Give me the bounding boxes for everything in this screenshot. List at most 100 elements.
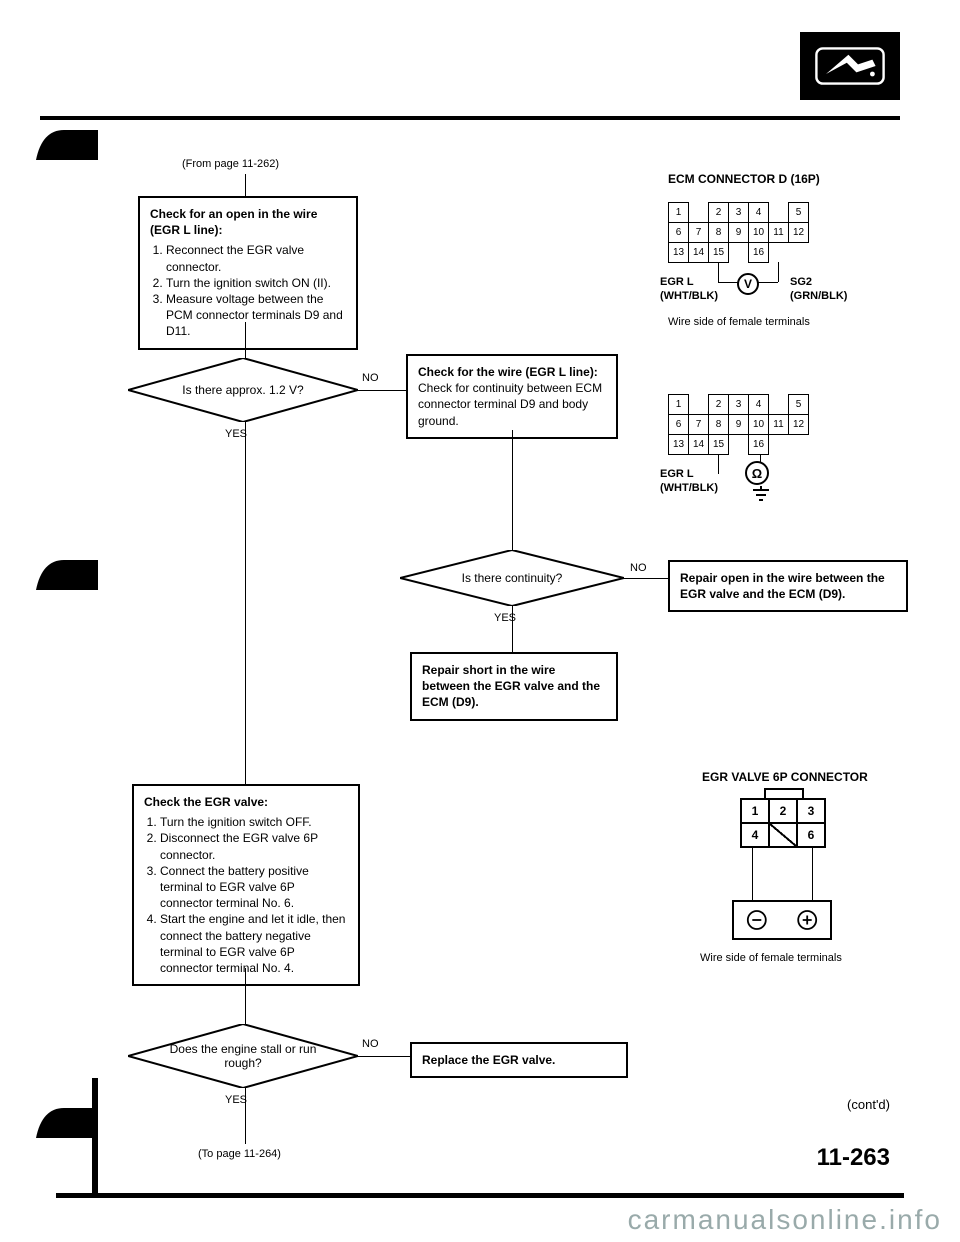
egr-6p-title: EGR VALVE 6P CONNECTOR	[702, 770, 868, 784]
step-item: Turn the ignition switch ON (II).	[166, 275, 346, 291]
ecm-16p-pins-2: 1 2 3 4 5 6 7 8 9 10 11 12 13 14 15 16	[668, 394, 809, 455]
flow-line	[245, 174, 246, 196]
voltmeter-icon: V	[736, 272, 760, 296]
pin: 11	[769, 223, 789, 243]
flow-line	[245, 968, 246, 1024]
step-item: Reconnect the EGR valve connector.	[166, 242, 346, 274]
pin: 7	[689, 415, 709, 435]
flow-decision-voltage: Is there approx. 1.2 V?	[128, 358, 358, 422]
pin: 9	[729, 415, 749, 435]
pin-blank	[769, 823, 797, 847]
page-tab-icon	[36, 1108, 98, 1140]
pin: 4	[749, 395, 769, 415]
pin: 12	[789, 223, 809, 243]
step-title: Check for an open in the wire (EGR L lin…	[150, 207, 317, 237]
pin: 14	[689, 435, 709, 455]
pin: 10	[749, 223, 769, 243]
flow-line	[358, 390, 406, 391]
manual-logo	[800, 32, 900, 100]
flow-result-repair-open: Repair open in the wire between the EGR …	[668, 560, 908, 612]
yes-label: YES	[225, 428, 247, 440]
yes-label: YES	[225, 1094, 247, 1106]
pin: 5	[789, 395, 809, 415]
tool-icon	[809, 42, 891, 90]
ecm-16p-pins: 1 2 3 4 5 6 7 8 9 10 11 12 13 14 15 16	[668, 202, 809, 263]
pin: 8	[709, 415, 729, 435]
flow-line	[512, 430, 513, 550]
pin: 6	[669, 415, 689, 435]
flow-result-replace: Replace the EGR valve.	[410, 1042, 628, 1078]
pin: 9	[729, 223, 749, 243]
from-page-label: (From page 11-262)	[182, 158, 279, 170]
pin: 10	[749, 415, 769, 435]
pin: 4	[741, 823, 769, 847]
wire-line	[718, 454, 719, 474]
flow-step-check-egr-valve: Check the EGR valve: Turn the ignition s…	[132, 784, 360, 986]
flow-step-check-open: Check for an open in the wire (EGR L lin…	[138, 196, 358, 350]
no-label: NO	[362, 1038, 379, 1050]
wire-label-right: SG2 (GRN/BLK)	[790, 276, 847, 304]
pin: 2	[769, 799, 797, 823]
pin: 7	[689, 223, 709, 243]
svg-text:Ω: Ω	[752, 466, 762, 481]
flow-decision-stall: Does the engine stall or run rough?	[128, 1024, 358, 1088]
ground-icon	[752, 486, 770, 504]
battery-icon	[732, 900, 832, 940]
step-item: Measure voltage between the PCM connecto…	[166, 291, 346, 340]
step-item: Disconnect the EGR valve 6P connector.	[160, 830, 348, 862]
pin: 3	[729, 203, 749, 223]
pin: 3	[797, 799, 825, 823]
decision-label: Is there continuity?	[400, 550, 624, 606]
step-title: Check for the wire (EGR L line):	[418, 365, 598, 379]
wire-line	[718, 262, 719, 282]
header-rule	[40, 116, 900, 120]
pin: 5	[789, 203, 809, 223]
wire-line	[752, 848, 753, 900]
pin: 2	[709, 395, 729, 415]
step-item: Start the engine and let it idle, then c…	[160, 911, 348, 976]
wire-line	[778, 262, 779, 282]
footer-rule	[56, 1193, 904, 1198]
ohmmeter-icon: Ω	[744, 460, 770, 486]
connector-caption: Wire side of female terminals	[668, 316, 810, 328]
page-number: 11-263	[817, 1144, 890, 1172]
pin: 13	[669, 243, 689, 263]
decision-label: Does the engine stall or run rough?	[128, 1024, 358, 1088]
pin: 15	[709, 435, 729, 455]
no-label: NO	[362, 372, 379, 384]
pin: 15	[709, 243, 729, 263]
flow-step-check-wire: Check for the wire (EGR L line): Check f…	[406, 354, 618, 439]
flow-decision-continuity: Is there continuity?	[400, 550, 624, 606]
pin: 8	[709, 223, 729, 243]
pin: 6	[797, 823, 825, 847]
pin: 4	[749, 203, 769, 223]
pin: 12	[789, 415, 809, 435]
wire-label-left-2: EGR L (WHT/BLK)	[660, 468, 718, 496]
binding-edge	[92, 1078, 98, 1198]
pin: 16	[749, 435, 769, 455]
step-item: Turn the ignition switch OFF.	[160, 814, 348, 830]
flow-result-repair-short: Repair short in the wire between the EGR…	[410, 652, 618, 721]
no-label: NO	[630, 562, 647, 574]
connector-caption-2: Wire side of female terminals	[700, 952, 842, 964]
to-page-label: (To page 11-264)	[198, 1148, 281, 1160]
pin: 14	[689, 243, 709, 263]
wire-label-left: EGR L (WHT/BLK)	[660, 276, 718, 304]
pin: 1	[669, 203, 689, 223]
step-item: Connect the battery positive terminal to…	[160, 863, 348, 912]
result-text: Repair short in the wire between the EGR…	[422, 663, 600, 709]
step-title: Check the EGR valve:	[144, 795, 268, 809]
pin: 16	[749, 243, 769, 263]
ecm-connector-title: ECM CONNECTOR D (16P)	[668, 172, 820, 186]
result-text: Replace the EGR valve.	[422, 1053, 555, 1067]
contd-label: (cont'd)	[847, 1097, 890, 1112]
pin: 11	[769, 415, 789, 435]
result-text: Repair open in the wire between the EGR …	[680, 571, 885, 601]
decision-label: Is there approx. 1.2 V?	[128, 358, 358, 422]
page-tab-icon	[36, 130, 98, 162]
pin: 6	[669, 223, 689, 243]
wire-line	[812, 848, 813, 900]
connector-tab	[764, 788, 804, 798]
svg-text:V: V	[744, 277, 752, 291]
flow-line	[358, 1056, 410, 1057]
